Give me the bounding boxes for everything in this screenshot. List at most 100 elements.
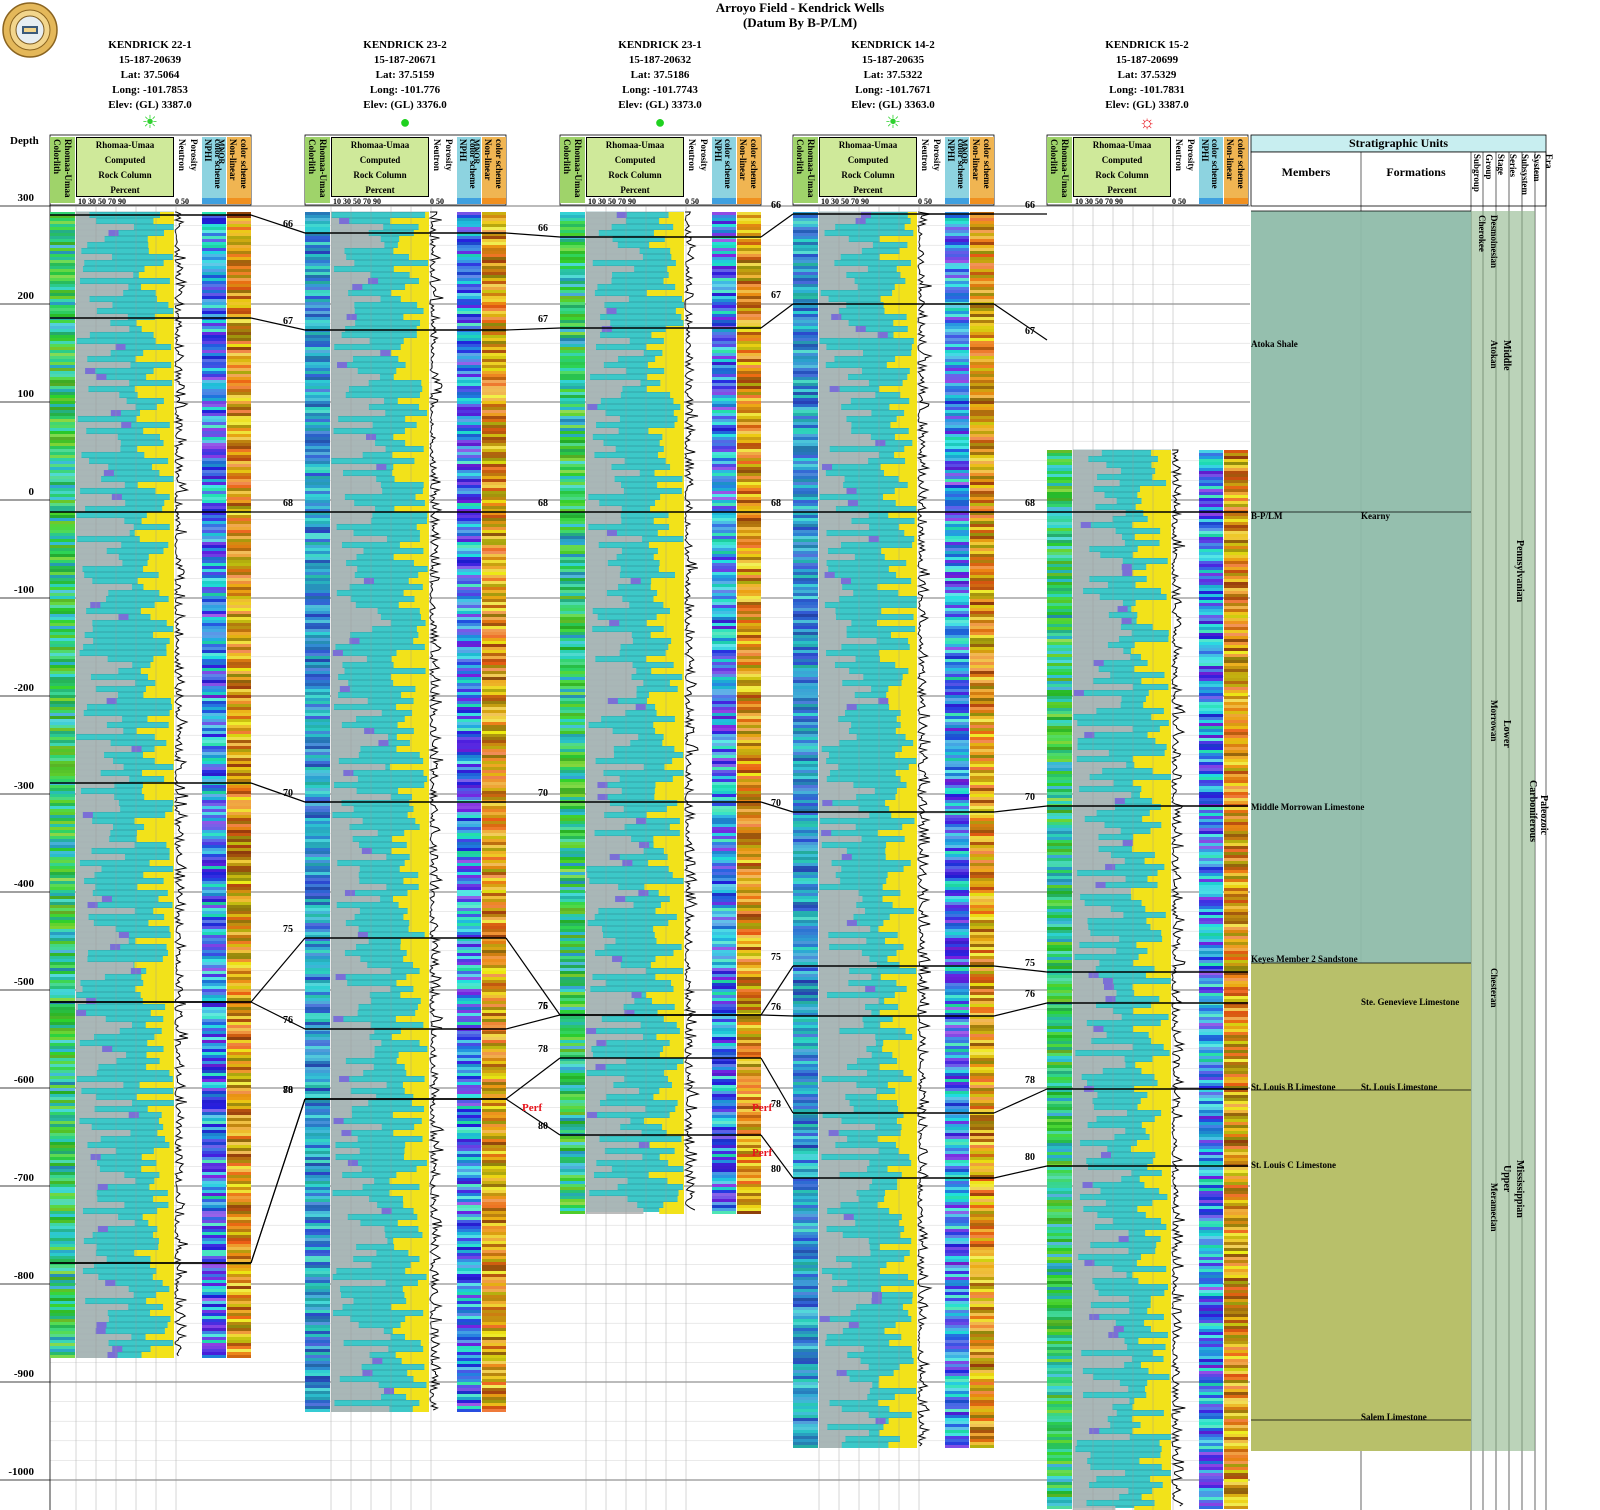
well-log-2 (305, 205, 506, 1510)
track-header-neutron: Neutron (687, 139, 697, 171)
track-header-nonlinear: Non-linear (228, 139, 238, 181)
correlation-marker-label: 66 (771, 200, 781, 211)
member-label: St. Louis B Limestone (1251, 1082, 1336, 1092)
track-header-colorlith: Colorlith (1049, 139, 1059, 174)
correlation-marker-label: 68 (1025, 498, 1035, 509)
series-label: Middle (1501, 340, 1512, 371)
correlation-marker-label: 75 (1025, 958, 1035, 969)
stage-label: Desmoinesian (1489, 215, 1499, 269)
formation-label: St. Louis Limestone (1361, 1082, 1438, 1092)
well-header: KENDRICK 14-2 15-187-20635 Lat: 37.5322 Lon… (793, 38, 993, 131)
track-header-colorlith: Colorlith (52, 139, 62, 174)
rank-header-group: Group (1484, 154, 1494, 180)
correlation-marker-label: 78 (283, 1085, 293, 1096)
correlation-marker-label: 78 (771, 1099, 781, 1110)
strat-units-title: Stratigraphic Units (1349, 136, 1448, 150)
track-header-mnor: MNOR (960, 139, 969, 165)
rank-header-subgroup: Subgroup (1472, 154, 1482, 192)
stage-label: Chesteran (1489, 968, 1499, 1008)
rock-scale: 10 30 50 70 90 (821, 197, 869, 206)
well-long: Long: -101.7831 (1109, 84, 1185, 96)
correlation-line (993, 303, 1048, 341)
rock-column-header-line: Rock Column (608, 170, 662, 180)
track-header-colorlith_sub: Rhomaa-Umaa (1060, 139, 1070, 198)
neutron-scale: 0 50 (918, 197, 932, 206)
member-label: Atoka Shale (1251, 339, 1298, 349)
rank-header-stage: Stage (1496, 154, 1506, 175)
correlation-marker-label: 67 (283, 316, 293, 327)
correlation-marker-label: 68 (283, 498, 293, 509)
rock-column-header: Rhomaa-Umaa Computed Rock Column Percent (586, 137, 684, 197)
subsystem-label: Pennsylvanian (1514, 540, 1525, 603)
well-elev: Elev: (GL) 3373.0 (618, 99, 702, 111)
track-header-porosity: Porosity (189, 139, 199, 171)
well-status-icon: ☀ (141, 112, 159, 132)
correlation-marker-label: 67 (771, 290, 781, 301)
correlation-marker-label: 68 (538, 498, 548, 509)
rock-column-header-line: Rhomaa-Umaa (95, 140, 155, 150)
correlation-line (250, 782, 306, 803)
depth-tick-label: -400 (13, 878, 34, 890)
well-long: Long: -101.7671 (855, 84, 931, 96)
track-header-nphi_sub: color scheme (723, 139, 733, 189)
correlation-line (760, 1057, 794, 1114)
correlation-line (760, 1014, 794, 1017)
rock-scale: 10 30 50 70 90 (333, 197, 381, 206)
depth-tick-label: -100 (13, 584, 34, 596)
track-header-nonlinear: Non-linear (738, 139, 748, 181)
perf-label: Perf (522, 1102, 543, 1114)
stage-label: Meramecian (1489, 1183, 1499, 1232)
depth-axis-label: Depth (10, 135, 39, 147)
correlation-marker-label: 70 (283, 788, 293, 799)
correlation-line (760, 965, 794, 1016)
well-header: KENDRICK 23-1 15-187-20632 Lat: 37.5186 Lon… (560, 38, 760, 131)
correlation-line (505, 1098, 561, 1136)
depth-tick-label: 0 (28, 486, 35, 498)
correlation-line (993, 965, 1048, 973)
correlation-marker-label: 66 (538, 223, 548, 234)
member-label: Middle Morrowan Limestone (1251, 802, 1365, 812)
rock-column-header-line: Percent (365, 185, 395, 195)
rock-scale: 10 30 50 70 90 (1075, 197, 1123, 206)
track-header-nphi: NPHI (1200, 139, 1210, 162)
correlation-marker-label: 76 (1025, 989, 1035, 1000)
well-header: KENDRICK 23-2 15-187-20671 Lat: 37.5159 Lon… (305, 38, 505, 131)
correlation-marker-label: 75 (538, 1001, 548, 1012)
well-log-1 (50, 205, 251, 1510)
well-api: 15-187-20635 (861, 54, 925, 66)
rock-column-header-line: Rhomaa-Umaa (605, 140, 665, 150)
rock-column-header: Rhomaa-Umaa Computed Rock Column Percent (819, 137, 917, 197)
correlation-marker-label: 70 (1025, 792, 1035, 803)
well-name: KENDRICK 22-1 (108, 39, 192, 51)
correlation-line (993, 805, 1048, 813)
correlation-marker-label: 70 (538, 788, 548, 799)
track-header-nphi_sub: color scheme (213, 139, 223, 189)
well-elev: Elev: (GL) 3387.0 (108, 99, 192, 111)
track-header-nphi_sub: color scheme (468, 139, 478, 189)
track-header-nphi: NPHI (946, 139, 956, 162)
group-label: Cherokee (1477, 215, 1487, 252)
track-header-porosity: Porosity (932, 139, 942, 171)
correlation-marker-label: 70 (771, 798, 781, 809)
well-log-4 (793, 205, 994, 1510)
well-lat: Lat: 37.5064 (120, 69, 180, 81)
rock-column-header: Rhomaa-Umaa Computed Rock Column Percent (1073, 137, 1171, 197)
correlation-line (250, 937, 306, 1003)
track-header-colorlith: Colorlith (562, 139, 572, 174)
formations-header: Formations (1386, 165, 1446, 179)
track-header-porosity: Porosity (1186, 139, 1196, 171)
correlation-marker-label: 80 (283, 1085, 293, 1096)
correlation-marker-label: 76 (283, 1015, 293, 1026)
rock-column-header-line: Percent (110, 185, 140, 195)
well-api: 15-187-20699 (1115, 54, 1179, 66)
correlation-line (505, 1014, 561, 1030)
neutron-scale: 0 50 (175, 197, 189, 206)
correlation-marker-label: 66 (283, 219, 293, 230)
depth-tick-label: -800 (13, 1270, 34, 1282)
well-log-5 (1047, 205, 1248, 1510)
track-header-colorlith_sub: Rhomaa-Umaa (318, 139, 328, 198)
members-header: Members (1281, 165, 1331, 179)
rock-scale: 10 30 50 70 90 (78, 197, 126, 206)
stage-label: Morrowan (1489, 700, 1499, 742)
